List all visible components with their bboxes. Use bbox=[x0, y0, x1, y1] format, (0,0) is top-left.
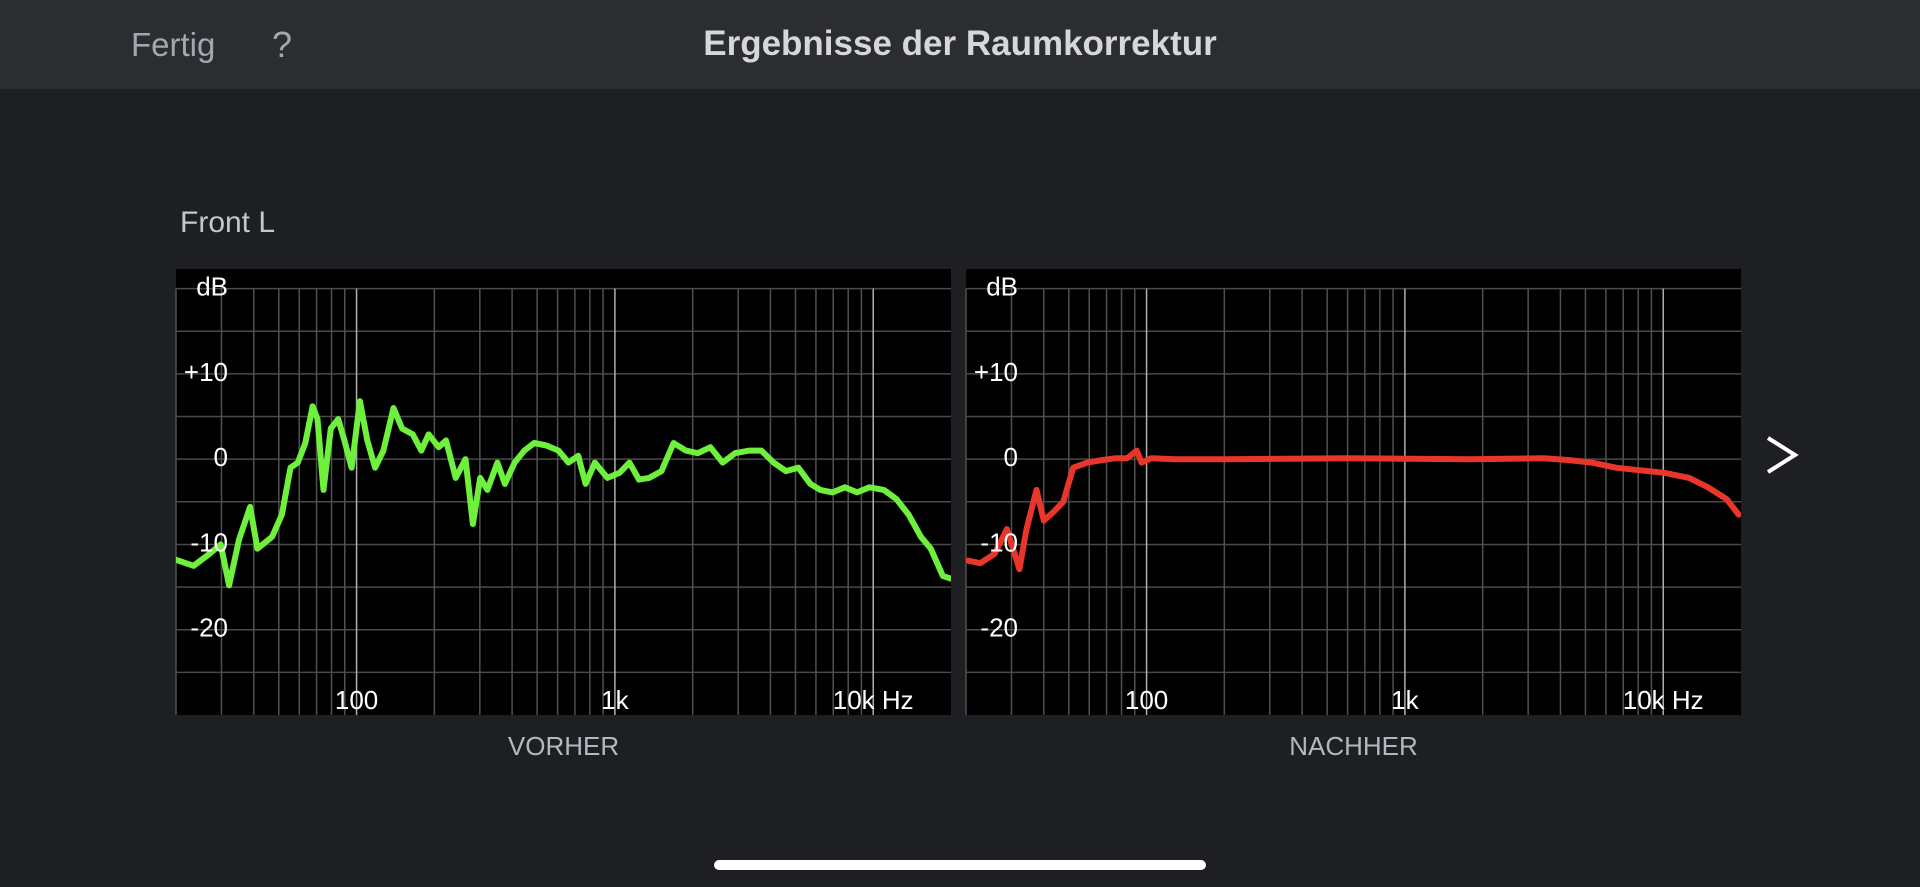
page-title: Ergebnisse der Raumkorrektur bbox=[703, 24, 1217, 63]
chart: +10 0 -10 -20 dB 100 1k 10k Hz VORHER bbox=[175, 269, 951, 761]
home-indicator bbox=[714, 860, 1206, 870]
y-tick-label: +10 bbox=[184, 357, 228, 387]
x-axis-label: NACHHER bbox=[1289, 731, 1418, 761]
y-tick-label: +10 bbox=[974, 357, 1018, 387]
y-axis-label: dB bbox=[986, 271, 1018, 301]
x-tick-label: 100 bbox=[335, 685, 378, 715]
x-tick-label: 10k Hz bbox=[833, 685, 914, 715]
chart: +10 0 -10 -20 dB 100 1k 10k Hz NACHHER bbox=[965, 269, 1741, 761]
x-tick-label: 1k bbox=[1391, 685, 1419, 715]
x-tick-label: 100 bbox=[1125, 685, 1168, 715]
y-tick-label: 0 bbox=[214, 442, 228, 472]
y-tick-label: -20 bbox=[980, 613, 1018, 643]
y-tick-label: 0 bbox=[1004, 442, 1018, 472]
next-chevron[interactable] bbox=[1766, 436, 1799, 474]
top-bar bbox=[0, 0, 1920, 89]
done-button[interactable]: Fertig bbox=[131, 26, 216, 63]
y-tick-label: -10 bbox=[190, 527, 228, 557]
response-line bbox=[176, 398, 951, 589]
response-line bbox=[966, 447, 1741, 573]
y-tick-label: -10 bbox=[980, 527, 1018, 557]
channel-label: Front L bbox=[180, 206, 276, 239]
x-axis-label: VORHER bbox=[508, 731, 619, 761]
y-tick-label: -20 bbox=[190, 613, 228, 643]
x-tick-label: 1k bbox=[601, 685, 629, 715]
x-tick-label: 10k Hz bbox=[1623, 685, 1704, 715]
help-button[interactable]: ? bbox=[272, 24, 293, 65]
plot-area bbox=[966, 269, 1741, 715]
y-axis-label: dB bbox=[196, 271, 228, 301]
